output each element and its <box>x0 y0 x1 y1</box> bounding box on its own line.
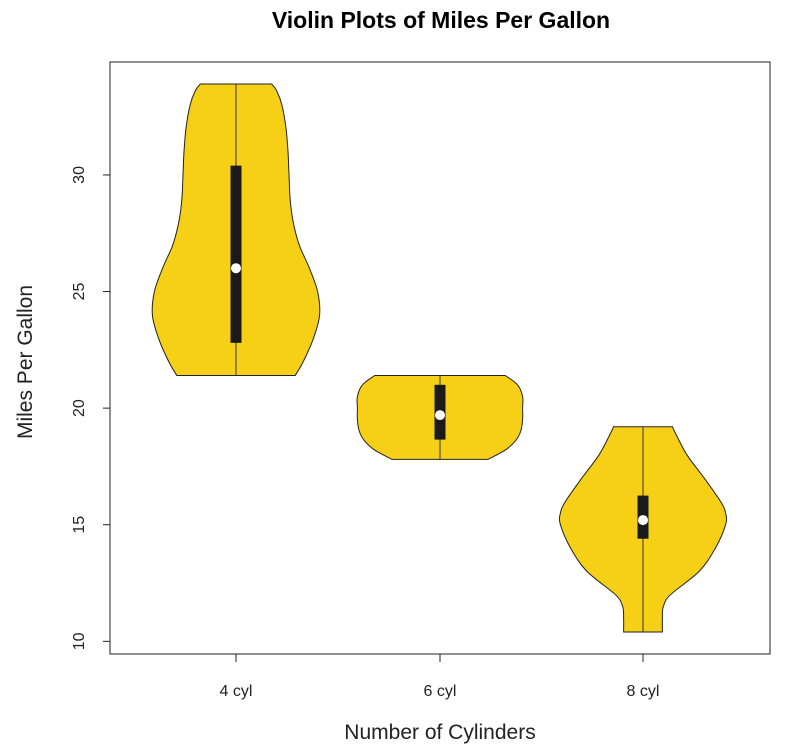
x-tick-label: 8 cyl <box>627 683 660 700</box>
x-axis: 4 cyl 6 cyl 8 cyl <box>220 654 660 700</box>
violin-median-point <box>638 515 648 526</box>
x-tick-label: 6 cyl <box>424 683 457 700</box>
y-tick-label: 30 <box>71 166 88 184</box>
y-tick-label: 25 <box>71 283 88 301</box>
violins-layer <box>151 83 728 633</box>
violin-1 <box>151 83 321 376</box>
x-axis-label: Number of Cylinders <box>344 721 535 744</box>
x-tick-label: 4 cyl <box>220 683 253 700</box>
violin-median-point <box>435 410 445 421</box>
violin-2 <box>356 375 524 460</box>
y-tick-label: 15 <box>71 516 88 534</box>
y-tick-label: 20 <box>71 399 88 417</box>
y-axis: 10 15 20 25 30 <box>71 166 110 650</box>
violin-iqr-box <box>230 165 242 343</box>
violin-3 <box>558 426 728 633</box>
chart-title: Violin Plots of Miles Per Gallon <box>272 7 610 33</box>
y-tick-label: 10 <box>71 632 88 650</box>
y-axis-label: Miles Per Gallon <box>14 285 37 439</box>
violin-median-point <box>231 263 241 274</box>
